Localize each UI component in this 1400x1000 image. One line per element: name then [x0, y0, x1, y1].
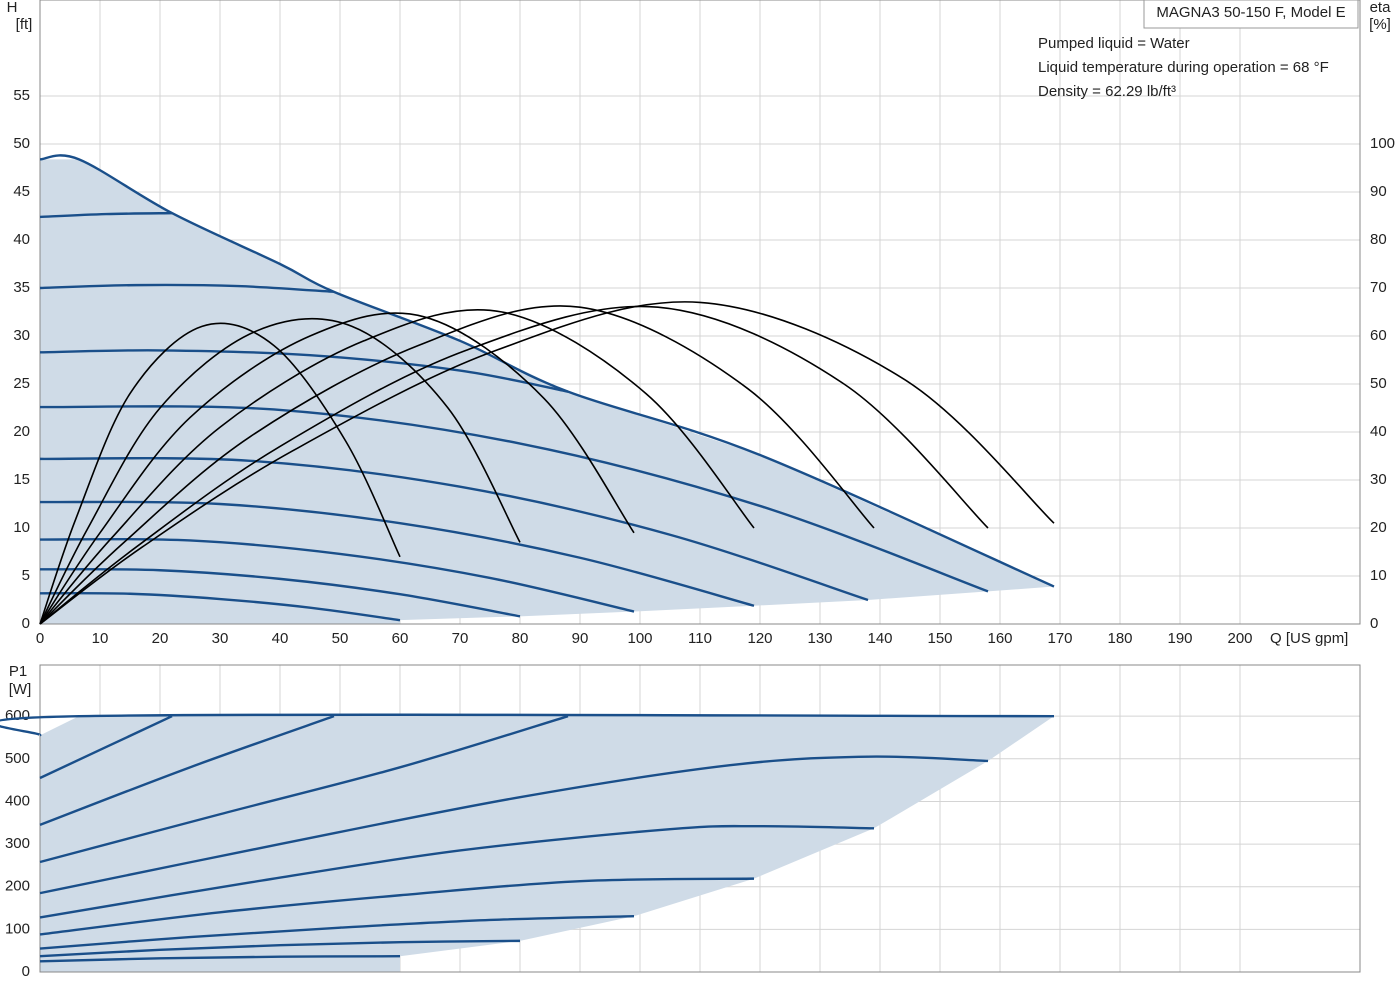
x-tick-label: 0 [36, 630, 44, 647]
pump-curve [0, 713, 1055, 737]
pump-curve [39, 537, 635, 613]
efficiency-curve [39, 317, 521, 625]
y-tick-label: 55 [13, 87, 30, 104]
y-tick-label: 0 [22, 615, 30, 632]
y-tick-label: 45 [13, 183, 30, 200]
y-tick-label: 0 [22, 963, 30, 980]
pump-curve [39, 283, 335, 294]
x-tick-label: 100 [627, 630, 652, 647]
y-label: H [7, 0, 18, 16]
y-tick-label: 200 [5, 878, 30, 895]
plot-frame [39, 0, 1361, 625]
y2-tick-label: 30 [1370, 471, 1387, 488]
x-tick-label: 130 [807, 630, 832, 647]
model-box [1143, 0, 1359, 29]
pump-curve [39, 591, 401, 622]
pump-curve [39, 500, 755, 607]
pump-curve [39, 154, 1055, 588]
x-tick-label: 80 [512, 630, 529, 647]
x-tick-label: 120 [747, 630, 772, 647]
x-tick-label: 50 [332, 630, 349, 647]
x-tick-label: 200 [1227, 630, 1252, 647]
x-tick-label: 40 [272, 630, 289, 647]
y2-tick-label: 10 [1370, 567, 1387, 584]
model-title: MAGNA3 50-150 F, Model E [1156, 4, 1345, 21]
pump-curve [39, 939, 521, 958]
x-tick-label: 60 [392, 630, 409, 647]
y-tick-label: 100 [5, 920, 30, 937]
y2-tick-label: 50 [1370, 375, 1387, 392]
y-tick-label: 10 [13, 519, 30, 536]
x-label: Q [US gpm] [1270, 630, 1348, 647]
pump-curve [39, 211, 173, 219]
annotation: Pumped liquid = Water [1038, 35, 1190, 52]
pump-curve [39, 715, 569, 864]
x-tick-label: 110 [688, 630, 712, 647]
pump-curve [39, 405, 989, 593]
y-unit: [W] [9, 681, 32, 698]
x-tick-label: 10 [92, 630, 109, 647]
x-tick-label: 150 [927, 630, 952, 647]
x-tick-label: 170 [1047, 630, 1072, 647]
pump-curve [39, 715, 335, 827]
x-tick-label: 140 [867, 630, 892, 647]
y2-tick-label: 0 [1370, 615, 1378, 632]
efficiency-curve [39, 312, 635, 625]
pump-curve [39, 568, 521, 618]
y-tick-label: 600 [5, 707, 30, 724]
y-tick-label: 20 [13, 423, 30, 440]
y-tick-label: 40 [13, 231, 30, 248]
x-tick-label: 180 [1107, 630, 1132, 647]
pump-curve [39, 755, 989, 895]
y-tick-label: 50 [13, 135, 30, 152]
efficiency-curve [39, 308, 755, 625]
y-tick-label: 500 [5, 750, 30, 767]
y-tick-label: 30 [13, 327, 30, 344]
y2-tick-label: 100 [1370, 135, 1395, 152]
efficiency-curve [39, 322, 401, 625]
pump-curve [39, 349, 569, 393]
y2-tick-label: 40 [1370, 423, 1387, 440]
y-tick-label: 15 [13, 471, 30, 488]
pump-curve [39, 877, 755, 936]
y-tick-label: 400 [5, 792, 30, 809]
y2-tick-label: 80 [1370, 231, 1387, 248]
x-tick-label: 190 [1167, 630, 1192, 647]
pump-curve [39, 456, 869, 602]
operating-area [40, 159, 1054, 625]
annotation: Density = 62.29 lb/ft³ [1038, 83, 1176, 100]
efficiency-curve [39, 305, 989, 625]
efficiency-curve [39, 305, 875, 625]
y-unit: [ft] [16, 16, 33, 33]
pump-curve [39, 914, 635, 950]
x-tick-label: 20 [152, 630, 169, 647]
y2-tick-label: 90 [1370, 183, 1387, 200]
y-tick-label: 5 [22, 567, 30, 584]
operating-area [40, 716, 1054, 972]
y-tick-label: 300 [5, 835, 30, 852]
x-tick-label: 70 [452, 630, 469, 647]
y-tick-label: 35 [13, 279, 30, 296]
x-tick-label: 90 [572, 630, 589, 647]
x-tick-label: 160 [987, 630, 1012, 647]
pump-curve [39, 955, 401, 963]
annotation: Liquid temperature during operation = 68… [1038, 59, 1329, 76]
pump-curve [39, 824, 875, 919]
plot-frame [39, 664, 1361, 973]
x-tick-label: 30 [212, 630, 229, 647]
y-tick-label: 25 [13, 375, 30, 392]
y2-tick-label: 70 [1370, 279, 1387, 296]
y2-label: eta [1370, 0, 1392, 16]
y2-unit: [%] [1369, 16, 1391, 33]
y2-tick-label: 60 [1370, 327, 1387, 344]
pump-curve [39, 715, 173, 780]
y2-tick-label: 20 [1370, 519, 1387, 536]
efficiency-curve [39, 301, 1055, 625]
y-label: P1 [9, 663, 27, 680]
